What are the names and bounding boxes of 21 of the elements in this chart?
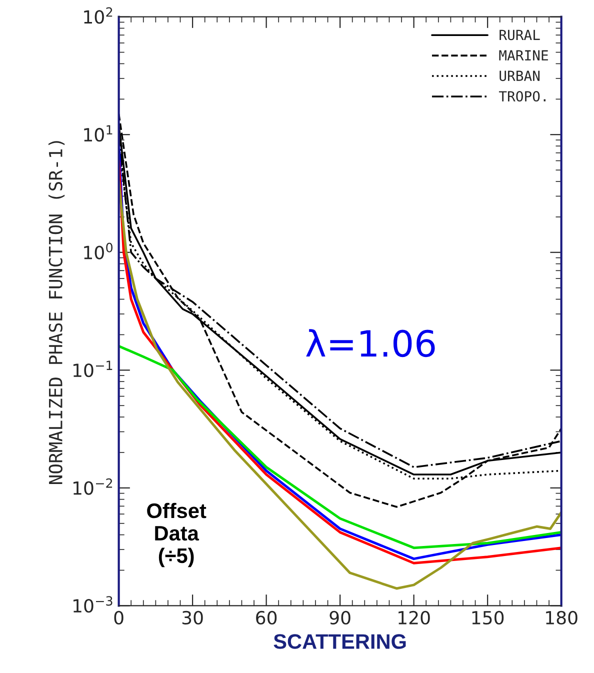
x-tick-label: 60 [256,610,277,625]
y-tick-label: 10$^{0}$ [84,242,113,260]
y-tick-label: 10$^{1}$ [84,125,112,142]
x-tick-label: 180 [546,610,578,625]
annotation: Offset Data (÷5) [147,502,206,568]
x-tick-label: 30 [182,610,203,625]
x-tick-label: 150 [472,610,504,625]
legend-label: TROPO. [498,91,546,102]
legend-label: RURAL [500,30,540,40]
x-axis-title: SCATTERING [274,634,406,649]
y-tick-label: 10$^{−2}$ [73,478,112,495]
legend-label: URBAN [500,70,540,82]
y-tick-label: 10$^{2}$ [84,7,112,24]
y-tick-label: 10$^{−1}$ [73,360,112,378]
x-tick-label: 0 [114,610,124,625]
x-tick-label: 120 [398,610,430,625]
legend-label: MARINE [499,50,548,60]
annotation: λ=1.06 [306,329,435,358]
y-tick-label: 10$^{−3}$ [73,596,112,613]
y-axis-title: NORMALIZED PHASE FUNCTION (SR-1) [48,141,65,484]
x-tick-label: 90 [330,610,350,625]
